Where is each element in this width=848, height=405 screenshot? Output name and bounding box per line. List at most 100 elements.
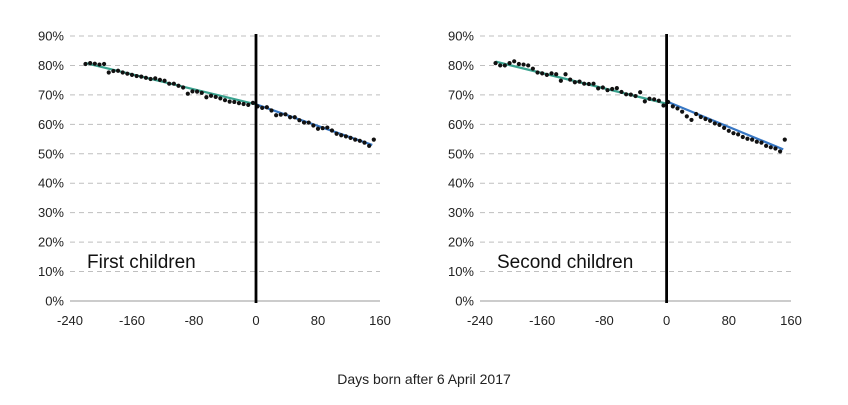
data-point: [540, 71, 545, 76]
data-point: [143, 75, 149, 80]
data-point: [232, 99, 237, 105]
y-tick-label: 40%: [448, 176, 474, 191]
y-tick-label: 60%: [448, 117, 474, 132]
data-point: [283, 112, 288, 117]
x-tick-label: -160: [119, 313, 145, 328]
data-point: [568, 77, 573, 82]
data-point: [181, 85, 186, 90]
data-point: [535, 70, 540, 75]
y-tick-label: 70%: [38, 87, 64, 102]
data-point: [157, 77, 162, 82]
data-point: [92, 61, 97, 66]
data-point: [684, 114, 689, 119]
data-point: [371, 137, 376, 142]
data-point: [708, 118, 713, 123]
data-point: [97, 62, 102, 67]
data-point: [782, 137, 787, 142]
data-point: [288, 115, 293, 120]
data-point: [661, 103, 666, 108]
y-tick-label: 30%: [448, 205, 474, 220]
data-point: [315, 126, 321, 131]
data-point: [106, 70, 111, 75]
data-point: [204, 95, 209, 100]
data-point: [111, 68, 116, 74]
data-point: [750, 137, 755, 142]
data-point: [614, 86, 619, 91]
x-tick-label: 80: [311, 313, 325, 328]
chart-panel-second-children: 0% 10% 20% 30% 40% 50% 60% 70% 80% 90% -240 -160 -80…: [448, 29, 802, 329]
data-point: [670, 104, 675, 109]
data-point: [264, 105, 269, 110]
data-point: [339, 133, 344, 138]
data-point: [274, 113, 279, 118]
data-point: [102, 61, 107, 67]
x-tick-label: -80: [185, 313, 204, 328]
data-point: [605, 88, 610, 93]
data-point: [241, 101, 246, 107]
data-point: [512, 59, 517, 64]
data-point: [269, 108, 274, 113]
y-tick-label: 70%: [448, 87, 474, 102]
y-tick-label: 50%: [38, 146, 64, 161]
y-tick-label: 10%: [448, 264, 474, 279]
data-point: [190, 89, 195, 94]
fit-line-after-cutoff: [666, 100, 784, 151]
data-point: [195, 89, 200, 94]
data-point: [591, 81, 596, 86]
data-point: [348, 135, 353, 140]
data-point: [167, 81, 172, 86]
y-tick-label: 30%: [38, 205, 64, 220]
y-tick-label: 10%: [38, 264, 64, 279]
data-point: [768, 145, 773, 150]
data-point: [759, 140, 764, 145]
data-point: [236, 101, 242, 106]
data-point: [624, 92, 629, 97]
y-tick-label: 0%: [45, 294, 64, 309]
data-point: [292, 115, 297, 120]
data-point: [680, 109, 685, 114]
y-tick-label: 90%: [448, 29, 474, 44]
data-point: [507, 60, 512, 66]
data-point: [129, 72, 135, 77]
data-point: [703, 116, 708, 122]
data-point: [199, 90, 204, 95]
panel-label: First children: [87, 252, 196, 273]
data-point: [675, 106, 680, 111]
y-tick-label: 40%: [38, 176, 64, 191]
data-point: [745, 136, 750, 141]
data-point: [619, 89, 624, 95]
data-point: [222, 98, 228, 103]
data-point: [208, 93, 214, 98]
x-tick-label: 160: [369, 313, 391, 328]
data-point: [731, 131, 736, 136]
data-point: [343, 134, 348, 139]
data-point: [642, 99, 647, 104]
data-point: [652, 97, 657, 102]
data-point: [329, 128, 335, 133]
data-point: [610, 86, 615, 92]
data-point: [125, 71, 130, 76]
data-point: [88, 60, 93, 66]
data-point: [176, 83, 181, 88]
chart-panel-first-children: 0% 10% 20% 30% 40% 50% 60% 70% 80% 90% -240 -160 -80…: [38, 29, 391, 329]
y-tick-label: 90%: [38, 29, 64, 44]
x-tick-label: 160: [780, 313, 802, 328]
x-tick-label: -240: [467, 313, 493, 328]
data-point: [185, 91, 190, 96]
data-point: [498, 63, 503, 68]
data-point: [297, 118, 302, 123]
data-point: [213, 94, 218, 100]
x-axis-label: Days born after 6 April 2017: [337, 371, 511, 387]
data-point: [115, 68, 121, 73]
data-point: [638, 90, 643, 95]
data-point: [171, 81, 176, 86]
y-tick-label: 60%: [38, 117, 64, 132]
data-point: [526, 63, 531, 68]
data-point: [311, 123, 316, 128]
data-point: [740, 134, 745, 140]
data-point: [563, 72, 568, 77]
data-point: [754, 139, 759, 144]
x-tick-label: 0: [663, 313, 670, 328]
data-point: [218, 96, 223, 101]
data-point: [250, 100, 255, 105]
